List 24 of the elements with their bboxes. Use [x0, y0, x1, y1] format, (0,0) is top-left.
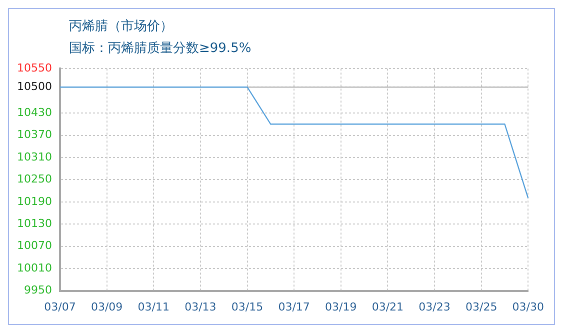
- x-tick-label: 03/15: [231, 300, 264, 314]
- x-tick-label: 03/11: [138, 300, 170, 314]
- x-tick-label: 03/19: [325, 300, 357, 314]
- y-tick-label: 10370: [16, 128, 52, 142]
- x-tick-label: 03/13: [184, 300, 216, 314]
- x-tick-label: 03/30: [512, 300, 544, 314]
- y-tick-label: 10010: [16, 261, 52, 274]
- x-tick-label: 03/21: [372, 300, 404, 314]
- y-tick-label: 10070: [16, 239, 52, 252]
- x-tick-label: 03/25: [465, 300, 498, 314]
- y-tick-label: 10130: [16, 217, 52, 230]
- y-tick-label: 9950: [24, 284, 52, 297]
- x-tick-label: 03/17: [278, 300, 310, 314]
- x-tick-label: 03/23: [418, 300, 450, 314]
- chart-subtitle: 国标：丙烯腈质量分数≥99.5%: [69, 40, 252, 57]
- x-tick-label: 03/09: [90, 300, 123, 314]
- y-tick-label: 10430: [16, 106, 52, 119]
- y-tick-label: 10550: [16, 61, 52, 74]
- y-tick-label: 10310: [16, 150, 52, 164]
- x-tick-label: 03/07: [44, 300, 76, 314]
- y-tick-label: 10250: [16, 172, 52, 186]
- y-tick-label: 10500: [16, 80, 52, 93]
- y-tick-label: 10190: [16, 194, 52, 208]
- chart-title: 丙烯腈（市场价）: [69, 18, 173, 35]
